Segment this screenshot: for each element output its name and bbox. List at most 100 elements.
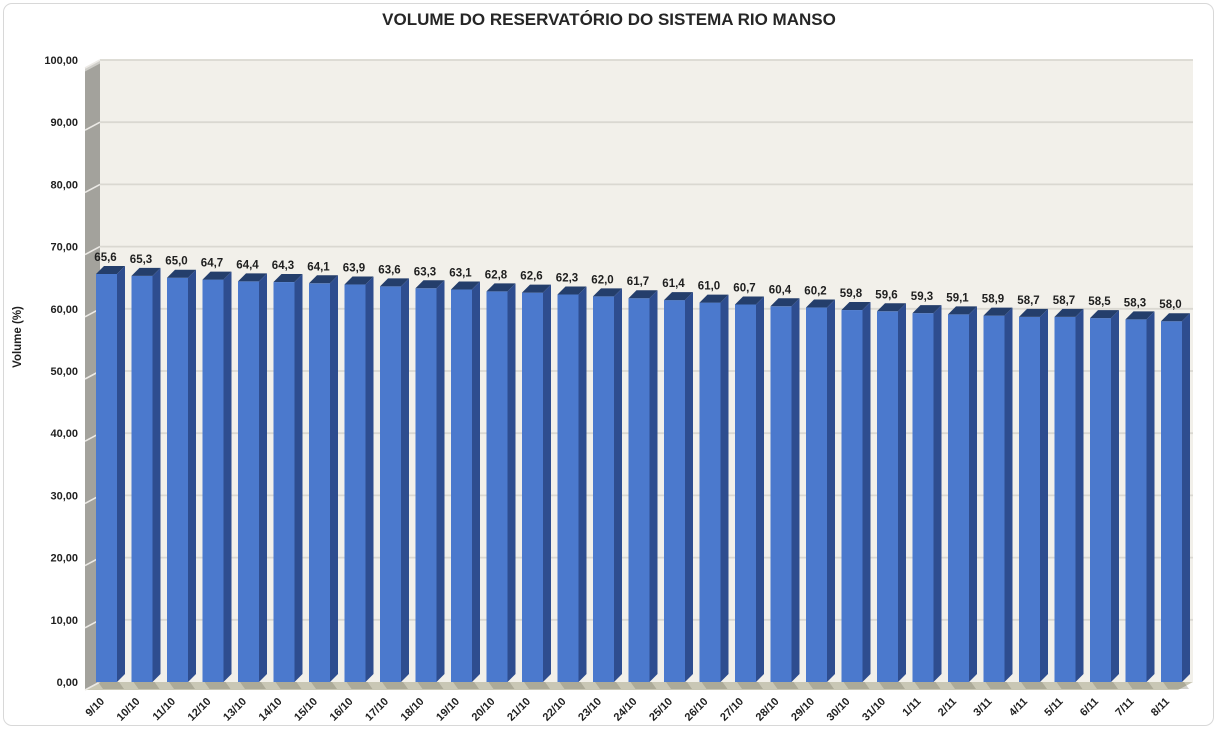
- bar-value-label: 60,2: [804, 286, 826, 298]
- bar-shadow: [914, 682, 941, 689]
- wall-gridline: [84, 681, 101, 691]
- bar-side-face: [1146, 311, 1155, 682]
- bar-top-face: [770, 298, 800, 307]
- bar-shadow: [204, 682, 231, 689]
- bar: [96, 273, 117, 682]
- bar-top-face: [877, 303, 906, 312]
- bar: [451, 289, 472, 682]
- x-tick-label: 14/10: [257, 696, 285, 724]
- x-tick-label: 7/11: [1113, 696, 1136, 719]
- bar-shadow: [879, 682, 905, 689]
- bar-shadow: [524, 682, 550, 689]
- bar-value-label: 62,3: [556, 272, 578, 284]
- x-tick-label: 5/11: [1042, 696, 1065, 719]
- bar-shadow: [488, 682, 515, 689]
- bar-shadow: [1163, 682, 1189, 689]
- bar: [983, 315, 1005, 682]
- bar-side-face: [898, 303, 906, 682]
- bar-top-face: [735, 296, 764, 305]
- bar: [273, 282, 295, 682]
- y-tick-label: 60,00: [50, 304, 78, 316]
- bar-top-face: [415, 280, 445, 289]
- bar-shadow: [240, 682, 266, 689]
- bar-value-label: 62,6: [520, 271, 542, 283]
- y-tick-label: 40,00: [50, 428, 78, 440]
- x-tick-label: 22/10: [541, 696, 569, 724]
- bar: [131, 275, 153, 682]
- bar-shadow: [843, 682, 870, 689]
- bar-value-label: 58,7: [1017, 295, 1039, 307]
- x-tick-label: 30/10: [825, 696, 853, 724]
- bar-side-face: [1111, 310, 1119, 682]
- bar-top-face: [96, 265, 125, 274]
- bar-top-face: [699, 294, 729, 303]
- bar-top-face: [380, 278, 409, 287]
- bar: [202, 279, 224, 682]
- chart-floor: [85, 682, 1193, 690]
- bar-side-face: [1004, 307, 1013, 682]
- x-tick-label: 6/11: [1078, 696, 1101, 719]
- y-tick-label: 30,00: [50, 490, 78, 502]
- bar-shadow: [772, 682, 799, 689]
- bar-shadow: [950, 682, 976, 689]
- x-tick-label: 17/10: [363, 696, 391, 724]
- bar-top-face: [806, 299, 835, 308]
- bar: [1054, 316, 1076, 682]
- bar-shadow: [275, 682, 302, 689]
- bar: [522, 292, 543, 682]
- bar-top-face: [557, 286, 587, 295]
- bar-value-label: 64,4: [236, 259, 259, 271]
- bar: [238, 281, 259, 682]
- x-tick-label: 19/10: [434, 696, 462, 724]
- bar-shadow: [169, 682, 195, 689]
- bar-side-face: [117, 265, 125, 682]
- bar: [841, 310, 863, 682]
- y-axis-title: Volume (%): [12, 306, 24, 368]
- bar-value-label: 61,0: [698, 281, 720, 293]
- bar-value-label: 62,8: [485, 269, 508, 281]
- bar-value-label: 58,3: [1124, 297, 1146, 309]
- bar-top-face: [841, 302, 871, 311]
- bar: [877, 311, 898, 682]
- bar-value-label: 59,3: [911, 291, 933, 303]
- bar-shadow: [595, 682, 621, 689]
- bar-side-face: [791, 298, 800, 682]
- bar-top-face: [664, 292, 693, 301]
- x-tick-label: 4/11: [1007, 696, 1030, 719]
- bar-value-label: 64,3: [272, 260, 294, 272]
- bar-value-label: 65,6: [94, 252, 116, 264]
- bar: [593, 296, 614, 682]
- bar-value-label: 64,7: [201, 258, 223, 270]
- x-tick-label: 12/10: [186, 696, 214, 724]
- wall-gridline: [84, 245, 101, 256]
- x-tick-label: 23/10: [576, 696, 604, 724]
- bar-top-face: [486, 283, 516, 292]
- bar-side-face: [614, 288, 622, 682]
- x-tick-label: 24/10: [612, 696, 640, 724]
- bar: [486, 291, 508, 682]
- bar-top-face: [167, 269, 196, 278]
- bar-value-label: 63,1: [449, 268, 472, 280]
- bar: [628, 298, 650, 682]
- y-tick-label: 100,00: [44, 55, 78, 67]
- bar-top-face: [1019, 308, 1048, 317]
- bar: [1090, 318, 1111, 682]
- bar-top-face: [131, 267, 161, 276]
- bar-top-face: [344, 276, 374, 285]
- bar-shadow: [737, 682, 763, 689]
- bar-value-label: 64,1: [307, 261, 330, 273]
- bar-shadow: [630, 682, 657, 689]
- x-tick-label: 11/10: [151, 696, 179, 724]
- x-tick-label: 21/10: [505, 696, 533, 724]
- bar-side-face: [259, 273, 267, 682]
- bar: [770, 306, 792, 682]
- bar-shadow: [1092, 682, 1118, 689]
- bar-top-face: [202, 271, 232, 280]
- chart-title: VOLUME DO RESERVATÓRIO DO SISTEMA RIO MA…: [382, 10, 836, 29]
- x-tick-label: 10/10: [115, 696, 143, 724]
- bar-side-face: [933, 305, 942, 682]
- bar: [344, 284, 366, 682]
- x-tick-label: 9/10: [83, 696, 107, 720]
- y-tick-label: 90,00: [50, 117, 78, 129]
